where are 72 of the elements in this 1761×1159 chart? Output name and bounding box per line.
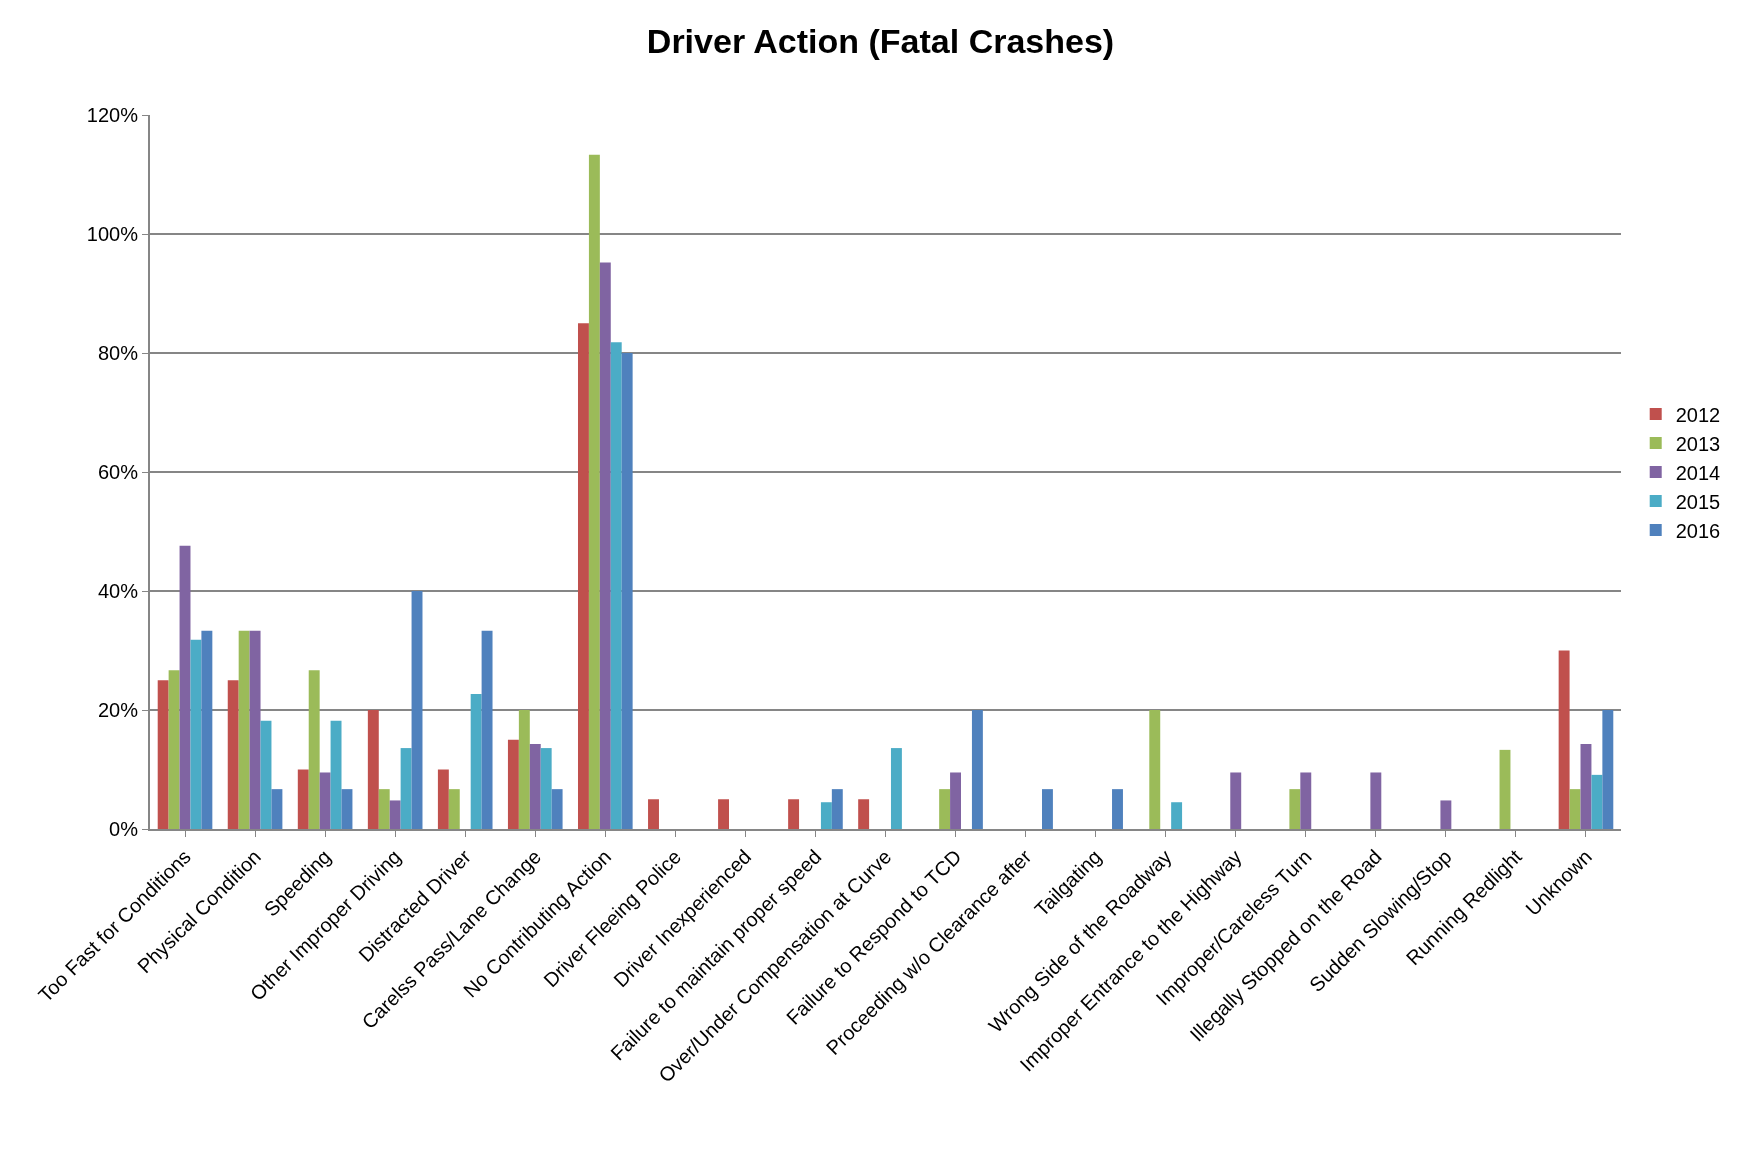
bar <box>341 789 353 829</box>
bar <box>621 353 633 829</box>
bar <box>1499 749 1511 829</box>
bar <box>1602 710 1614 829</box>
bar <box>378 789 390 829</box>
bar <box>319 772 331 829</box>
bar <box>437 769 449 829</box>
bar <box>400 748 412 829</box>
legend-label: 2016 <box>1675 519 1721 542</box>
legend-label: 2015 <box>1675 490 1721 513</box>
y-tick-label: 60% <box>97 461 139 483</box>
bar <box>227 680 239 829</box>
bar <box>939 789 951 829</box>
bar <box>238 630 250 829</box>
legend-label: 2014 <box>1675 461 1721 484</box>
bar <box>1149 710 1161 829</box>
bar <box>1171 802 1183 829</box>
bar <box>168 670 180 829</box>
bar <box>201 630 213 829</box>
bar <box>179 545 191 829</box>
bar <box>820 802 832 829</box>
bar <box>249 630 261 829</box>
bar <box>518 710 530 829</box>
bar <box>1230 772 1242 829</box>
bar <box>540 748 552 829</box>
bar <box>529 743 541 829</box>
bar <box>157 680 169 829</box>
bar <box>448 789 460 829</box>
y-tick-label: 20% <box>97 699 139 721</box>
bar <box>1300 772 1312 829</box>
bar <box>1569 789 1581 829</box>
y-tick-label: 80% <box>97 342 139 364</box>
bar <box>648 799 659 829</box>
y-tick-label: 120% <box>86 104 139 126</box>
bar <box>858 799 870 829</box>
bar <box>1580 743 1592 829</box>
bar <box>831 789 843 829</box>
bar <box>718 799 730 829</box>
bar <box>950 772 962 829</box>
bar <box>788 799 800 829</box>
bar <box>411 591 423 829</box>
bar <box>588 154 600 829</box>
y-tick-label: 100% <box>86 223 139 245</box>
bar <box>1558 650 1570 829</box>
chart-title: Driver Action (Fatal Crashes) <box>646 21 1115 60</box>
bar <box>577 323 589 829</box>
legend-label: 2012 <box>1675 403 1721 426</box>
bar <box>367 710 379 829</box>
bar <box>551 789 563 829</box>
bar <box>1591 774 1603 829</box>
bar <box>389 800 401 829</box>
bar <box>260 720 272 829</box>
bar <box>890 748 902 829</box>
bar <box>610 342 622 829</box>
legend-label: 2013 <box>1675 432 1721 455</box>
bar <box>271 789 283 829</box>
bar <box>470 693 482 829</box>
y-tick-label: 0% <box>109 818 139 840</box>
bar <box>190 639 202 829</box>
bar <box>1370 772 1382 829</box>
y-tick-label: 40% <box>97 580 139 602</box>
bar <box>308 670 320 829</box>
bar <box>599 262 611 829</box>
bar <box>971 710 983 829</box>
bar <box>1440 800 1452 829</box>
bar <box>1112 789 1123 829</box>
bar <box>330 720 342 829</box>
bar <box>1041 789 1053 829</box>
bar <box>507 739 519 829</box>
bar <box>481 630 493 829</box>
bar <box>1289 789 1301 829</box>
bar <box>297 769 309 829</box>
